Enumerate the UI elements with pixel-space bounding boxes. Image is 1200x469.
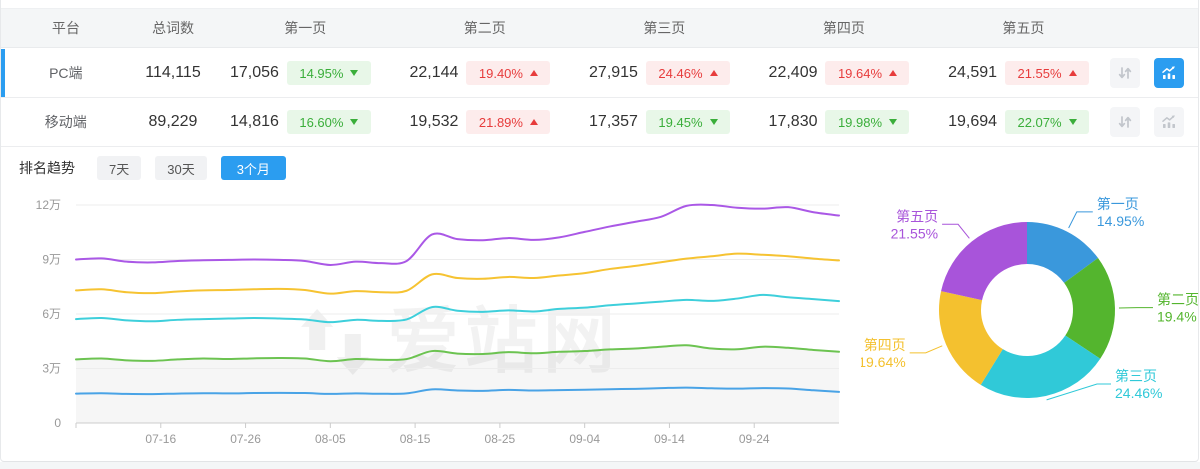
change-badge: 21.89% <box>466 110 551 134</box>
svg-text:9万: 9万 <box>42 253 61 267</box>
page-distribution-donut-chart: 第一页 14.95% 第二页 19.4% 第三页 24.46% 第四页 19.64% 第五页 21… <box>858 184 1200 462</box>
tab-3months[interactable]: 3个月 <box>220 156 286 180</box>
trend-toolbar: 排名趋势 7天 30天 3个月 <box>1 147 1198 189</box>
change-badge: 19.64% <box>825 61 910 85</box>
change-percent: 16.60% <box>299 114 344 130</box>
page-bottom-strip <box>0 462 1200 469</box>
svg-text:07-26: 07-26 <box>230 432 261 446</box>
platform-label: 移动端 <box>44 114 87 130</box>
column-header-platform: 平台 <box>51 20 80 36</box>
svg-text:第一页: 第一页 <box>1097 196 1139 212</box>
page4-count: 17,830 <box>768 113 818 130</box>
change-badge: 24.46% <box>645 61 730 85</box>
column-header-page3: 第三页 <box>643 20 686 36</box>
change-percent: 19.98% <box>837 114 883 130</box>
change-percent: 22.07% <box>1017 114 1062 130</box>
change-badge: 21.55% <box>1005 61 1090 85</box>
svg-text:19.4%: 19.4% <box>1157 309 1197 325</box>
change-percent: 19.40% <box>478 65 523 81</box>
change-percent: 21.89% <box>478 114 523 130</box>
sort-updown-icon <box>1118 116 1132 128</box>
sort-button[interactable] <box>1110 58 1141 88</box>
svg-text:07-16: 07-16 <box>145 432 176 446</box>
page4-count: 22,409 <box>768 64 818 81</box>
trend-direction-icon <box>1068 70 1077 76</box>
page2-count: 22,144 <box>409 64 459 81</box>
column-header-page1: 第一页 <box>284 20 327 36</box>
svg-text:第五页: 第五页 <box>896 208 938 224</box>
trend-direction-icon <box>529 119 538 125</box>
watermark: 爱站网 <box>301 306 621 378</box>
column-header-page4: 第四页 <box>822 20 865 36</box>
page3-count: 17,357 <box>589 113 638 130</box>
change-badge: 19.98% <box>825 110 910 134</box>
svg-text:09-04: 09-04 <box>569 432 600 446</box>
table-header: 平台 总词数 第一页 第二页 第三页 第四页 第五页 <box>1 8 1198 48</box>
svg-text:08-15: 08-15 <box>400 432 431 446</box>
trend-direction-icon <box>350 70 359 76</box>
total-words-value: 114,115 <box>145 64 201 81</box>
rank-trend-line-chart: 0 3万 6万 9万 12万 07-16 07-26 08-05 08-15 08-25 09-04… <box>1 184 861 462</box>
svg-text:第二页: 第二页 <box>1157 292 1199 308</box>
column-header-page2: 第二页 <box>463 20 506 36</box>
table-row-pc[interactable]: PC端 114,115 17,056 14.95% 22,144 19.40% … <box>1 49 1198 98</box>
trend-direction-icon <box>529 70 538 76</box>
column-header-total-words: 总词数 <box>152 20 195 36</box>
page1-count: 14,816 <box>229 113 279 130</box>
change-badge: 22.07% <box>1005 110 1090 134</box>
change-badge: 19.40% <box>466 61 551 85</box>
change-percent: 19.45% <box>658 114 703 130</box>
trend-chart-button[interactable] <box>1154 58 1185 88</box>
svg-text:第三页: 第三页 <box>1115 368 1157 384</box>
svg-text:09-14: 09-14 <box>654 432 685 446</box>
sort-updown-icon <box>1118 67 1132 79</box>
trend-direction-icon <box>350 119 359 125</box>
trend-chart-icon <box>1162 115 1176 128</box>
svg-text:第四页: 第四页 <box>864 337 906 353</box>
page5-count: 19,694 <box>948 113 998 130</box>
sort-button[interactable] <box>1110 107 1141 137</box>
page5-count: 24,591 <box>948 64 998 81</box>
change-badge: 16.60% <box>286 110 371 134</box>
svg-text:19.64%: 19.64% <box>861 354 906 370</box>
svg-text:08-25: 08-25 <box>485 432 516 446</box>
svg-text:21.55%: 21.55% <box>891 225 938 241</box>
trend-chart-button[interactable] <box>1154 107 1185 137</box>
svg-text:0: 0 <box>54 416 61 430</box>
svg-text:24.46%: 24.46% <box>1115 385 1162 401</box>
trend-direction-icon <box>889 119 898 125</box>
svg-text:14.95%: 14.95% <box>1097 213 1144 229</box>
watermark-text: 爱站网 <box>387 302 622 382</box>
page2-count: 19,532 <box>409 113 459 130</box>
table-row-mobile[interactable]: 移动端 89,229 14,816 16.60% 19,532 21.89% 1… <box>1 98 1198 147</box>
svg-text:6万: 6万 <box>42 307 61 321</box>
trend-section-title: 排名趋势 <box>19 160 75 176</box>
trend-direction-icon <box>709 70 718 76</box>
trend-chart-icon <box>1162 66 1176 79</box>
svg-text:08-05: 08-05 <box>315 432 346 446</box>
svg-text:3万: 3万 <box>42 362 61 376</box>
svg-text:09-24: 09-24 <box>739 432 770 446</box>
page1-count: 17,056 <box>229 64 279 81</box>
trend-direction-icon <box>889 70 898 76</box>
column-header-page5: 第五页 <box>1002 20 1045 36</box>
change-percent: 19.64% <box>837 65 883 81</box>
change-percent: 21.55% <box>1017 65 1062 81</box>
tab-7days[interactable]: 7天 <box>97 156 142 180</box>
change-badge: 14.95% <box>286 61 371 85</box>
platform-label: PC端 <box>49 65 83 81</box>
svg-text:12万: 12万 <box>36 198 61 212</box>
change-badge: 19.45% <box>645 110 730 134</box>
change-percent: 24.46% <box>658 65 703 81</box>
change-percent: 14.95% <box>299 65 344 81</box>
trend-direction-icon <box>1068 119 1077 125</box>
page3-count: 27,915 <box>589 64 638 81</box>
tab-30days[interactable]: 30天 <box>155 156 207 180</box>
trend-direction-icon <box>709 119 718 125</box>
total-words-value: 89,229 <box>148 113 198 130</box>
